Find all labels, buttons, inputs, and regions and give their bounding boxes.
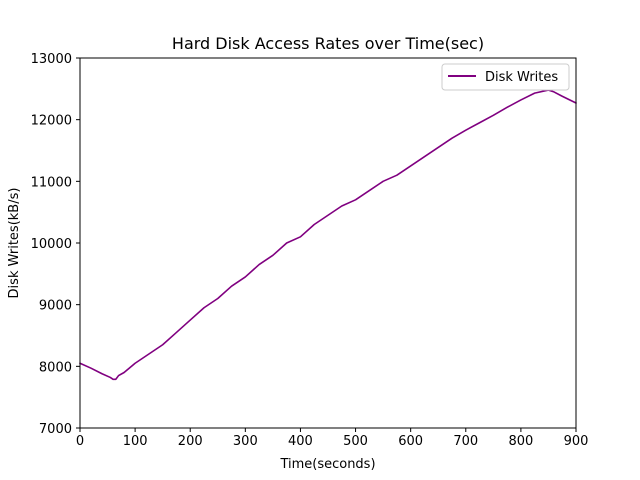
y-tick-label: 11000 <box>31 175 72 190</box>
x-tick-label: 200 <box>178 434 203 449</box>
legend-box <box>441 63 570 91</box>
chart-title: Hard Disk Access Rates over Time(sec) <box>172 34 484 53</box>
legend: Disk Writes <box>441 63 570 91</box>
x-axis: 0 100 200 300 400 500 600 700 800 900 <box>76 428 589 449</box>
y-tick-label: 8000 <box>39 360 72 375</box>
y-tick-label: 9000 <box>39 299 72 314</box>
y-tick-label: 13000 <box>31 52 72 67</box>
x-tick-label: 600 <box>398 434 423 449</box>
y-axis-label: Disk Writes(kB/s) <box>7 188 22 299</box>
y-tick-label: 10000 <box>31 237 72 252</box>
x-tick-label: 400 <box>288 434 313 449</box>
x-tick-label: 500 <box>343 434 368 449</box>
series-line <box>79 89 577 381</box>
y-tick-label: 12000 <box>31 114 72 129</box>
x-tick-label: 300 <box>233 434 258 449</box>
legend-label: Disk Writes <box>485 70 558 85</box>
x-tick-label: 700 <box>453 434 478 449</box>
x-tick-label: 800 <box>508 434 533 449</box>
y-tick-label: 7000 <box>39 422 72 437</box>
x-tick-label: 0 <box>76 434 84 449</box>
x-axis-label: Time(seconds) <box>279 457 375 472</box>
y-axis: 7000 8000 9000 10000 11000 12000 13000 <box>31 52 80 437</box>
x-tick-label: 900 <box>564 434 589 449</box>
x-tick-label: 100 <box>123 434 148 449</box>
